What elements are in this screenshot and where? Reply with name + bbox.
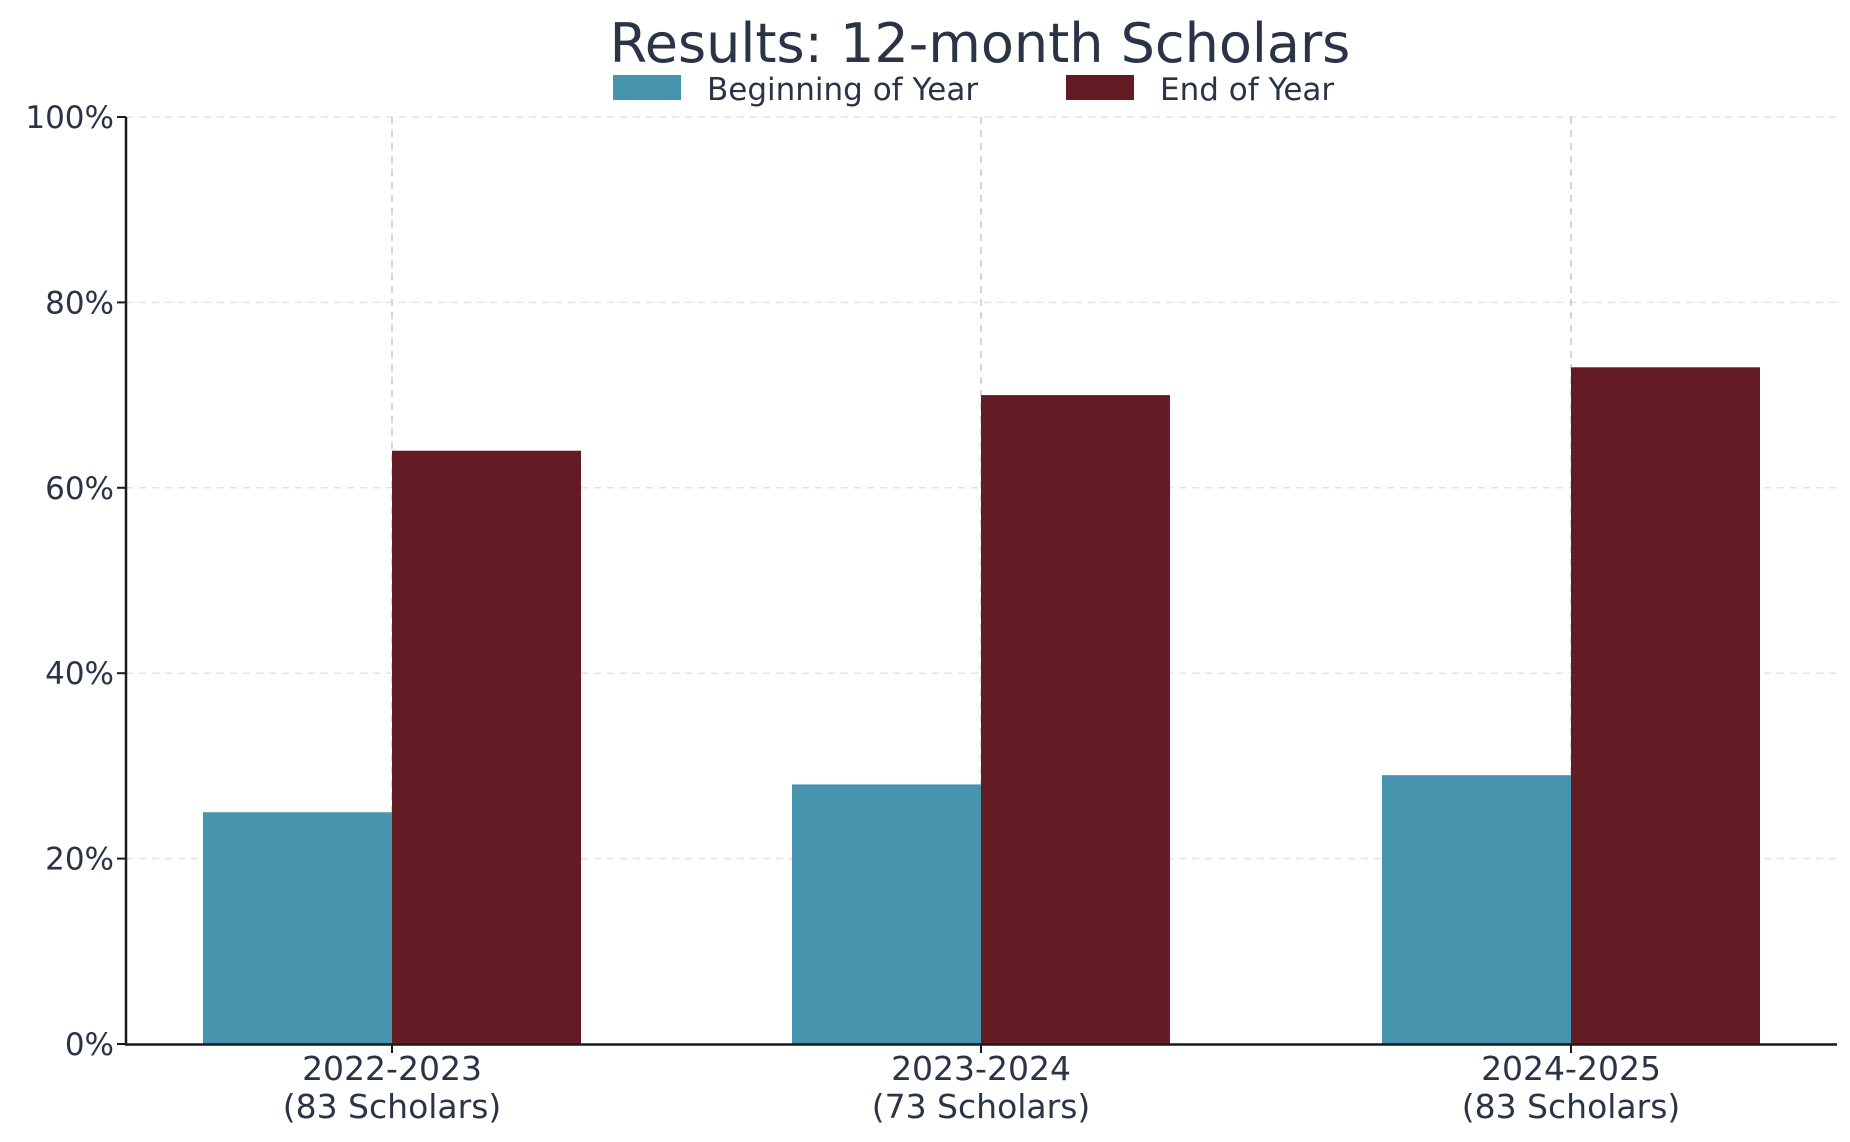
y-tick-label: 40% [45, 656, 114, 692]
legend-label-end-of-year: End of Year [1160, 72, 1334, 108]
chart-title: Results: 12-month Scholars [610, 12, 1351, 75]
y-tick-label: 0% [65, 1027, 114, 1063]
legend: Beginning of Year End of Year [613, 72, 1334, 108]
legend-swatch-beginning-of-year [613, 75, 681, 100]
x-tick-label-2022-2023: 2022-2023 [302, 1049, 482, 1088]
y-tick-label: 60% [45, 471, 114, 507]
x-ticks: 2022-2023(83 Scholars)2023-2024(73 Schol… [283, 1044, 1681, 1126]
bar-beginning-of-year-2023-2024 [792, 784, 981, 1044]
bar-beginning-of-year-2022-2023 [203, 812, 392, 1044]
y-tick-label: 80% [45, 285, 114, 321]
bar-end-of-year-2022-2023 [392, 450, 581, 1045]
x-tick-label-2023-2024: 2023-2024 [891, 1049, 1071, 1088]
bar-end-of-year-2023-2024 [981, 395, 1170, 1045]
y-tick-label: 100% [25, 100, 114, 136]
x-tick-label-2024-2025: 2024-2025 [1481, 1049, 1661, 1088]
bar-end-of-year-2024-2025 [1571, 367, 1760, 1044]
bars [203, 367, 1760, 1045]
legend-swatch-end-of-year [1066, 75, 1134, 100]
y-ticks: 0% 20% 40% 60% 80% 100% [25, 100, 126, 1063]
x-tick-sublabel-2023-2024: (73 Scholars) [872, 1087, 1091, 1126]
y-tick-label: 20% [45, 842, 114, 878]
legend-label-beginning-of-year: Beginning of Year [707, 72, 978, 108]
x-tick-sublabel-2024-2025: (83 Scholars) [1462, 1087, 1681, 1126]
x-tick-sublabel-2022-2023: (83 Scholars) [283, 1087, 502, 1126]
bar-beginning-of-year-2024-2025 [1382, 775, 1571, 1044]
